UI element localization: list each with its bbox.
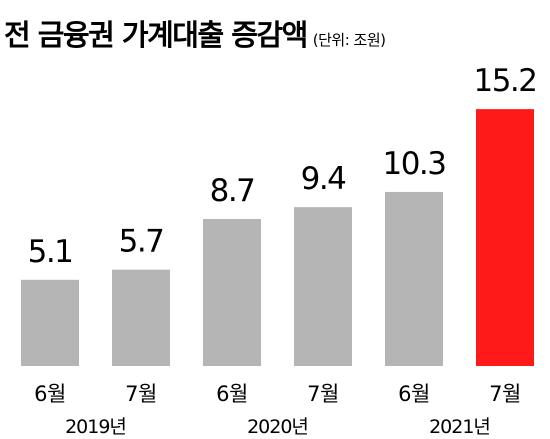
value-label-5: 10.3 bbox=[382, 146, 445, 182]
bar-1 bbox=[21, 279, 79, 366]
bar-3 bbox=[203, 218, 261, 366]
bar-4 bbox=[294, 207, 352, 366]
month-label-5: 6월 bbox=[398, 382, 430, 406]
month-label-2: 7월 bbox=[125, 382, 157, 406]
month-label-1: 6월 bbox=[34, 382, 66, 406]
value-label-2: 5.7 bbox=[119, 224, 164, 260]
bar-2 bbox=[112, 269, 170, 366]
chart-header: 전 금융권 가계대출 증감액 (단위: 조원) bbox=[4, 12, 386, 54]
year-label-1: 2019년 bbox=[65, 416, 126, 438]
chart-title: 전 금융권 가계대출 증감액 bbox=[4, 18, 308, 52]
month-label-6: 7월 bbox=[489, 382, 521, 406]
month-label-3: 6월 bbox=[216, 382, 248, 406]
unit-label: (단위: 조원) bbox=[312, 31, 386, 49]
value-label-4: 9.4 bbox=[301, 161, 346, 197]
year-label-3: 2021년 bbox=[429, 416, 490, 438]
month-label-4: 7월 bbox=[307, 382, 339, 406]
value-label-6: 15.2 bbox=[473, 63, 536, 99]
year-label-2: 2020년 bbox=[247, 416, 308, 438]
value-label-1: 5.1 bbox=[28, 234, 73, 270]
value-label-3: 8.7 bbox=[210, 173, 255, 209]
bar-5 bbox=[385, 191, 443, 366]
bar-6 bbox=[476, 109, 534, 367]
